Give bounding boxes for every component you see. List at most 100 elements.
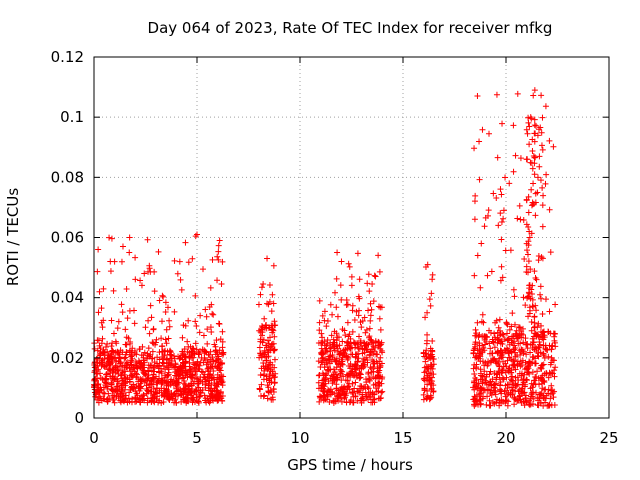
data-point <box>531 116 538 123</box>
data-point <box>261 347 268 354</box>
data-point <box>271 322 278 329</box>
data-point <box>216 321 223 328</box>
data-point <box>115 349 122 356</box>
data-point <box>267 334 274 341</box>
data-point <box>427 345 434 352</box>
data-point <box>126 234 133 241</box>
data-point <box>430 371 437 378</box>
data-point <box>370 298 377 305</box>
data-point <box>344 354 351 361</box>
axis-ticks: 0 5 10 15 20 25 0 0.02 0.04 0.06 0.08 0.1 0.12 <box>51 48 619 447</box>
data-point <box>429 276 436 283</box>
data-point <box>347 345 354 352</box>
data-point <box>472 354 479 361</box>
data-point <box>420 350 427 357</box>
data-point <box>542 180 549 187</box>
data-point <box>156 375 163 382</box>
data-point <box>369 346 376 353</box>
data-point <box>538 295 545 302</box>
data-point <box>94 382 101 389</box>
data-point <box>128 372 135 379</box>
data-point <box>545 328 552 335</box>
data-point <box>518 390 525 397</box>
data-point <box>502 369 509 376</box>
data-point <box>97 352 104 359</box>
data-point <box>151 288 158 295</box>
data-point <box>146 330 153 337</box>
data-point <box>535 344 542 351</box>
data-point <box>269 291 276 298</box>
data-point <box>174 270 181 277</box>
data-point <box>537 283 544 290</box>
data-point <box>261 315 268 322</box>
data-point <box>114 367 121 374</box>
data-point <box>423 340 430 347</box>
data-point <box>190 397 197 404</box>
data-point <box>531 122 538 129</box>
data-point <box>538 129 545 136</box>
data-point <box>212 348 219 355</box>
data-point <box>196 393 203 400</box>
data-point <box>137 380 144 387</box>
data-point <box>118 258 125 265</box>
data-point <box>321 383 328 390</box>
data-point <box>145 268 152 275</box>
data-point <box>268 341 275 348</box>
data-point <box>504 357 511 364</box>
data-point <box>341 383 348 390</box>
data-point <box>113 340 120 347</box>
data-point <box>209 310 216 317</box>
data-point <box>489 376 496 383</box>
data-point <box>165 380 172 387</box>
y-axis-label: ROTI / TECUs <box>4 188 22 286</box>
data-point <box>348 368 355 375</box>
data-point <box>98 319 105 326</box>
data-point <box>529 342 536 349</box>
data-point <box>484 362 491 369</box>
data-point <box>142 324 149 331</box>
data-point <box>530 339 537 346</box>
data-point <box>99 324 106 331</box>
data-point <box>119 309 126 316</box>
data-point <box>376 268 383 275</box>
data-point <box>330 397 337 404</box>
data-point <box>471 145 478 152</box>
data-point <box>528 380 535 387</box>
data-point <box>189 396 196 403</box>
data-point <box>189 255 196 262</box>
data-point <box>269 340 276 347</box>
data-point <box>486 402 493 409</box>
data-point <box>200 266 207 273</box>
data-point <box>156 297 163 304</box>
data-point <box>471 401 478 408</box>
data-point <box>526 123 533 130</box>
data-point <box>525 313 532 320</box>
data-point <box>175 384 182 391</box>
data-point <box>184 374 191 381</box>
data-point <box>122 326 129 333</box>
data-point <box>534 368 541 375</box>
data-point <box>158 381 165 388</box>
data-point <box>146 265 153 272</box>
data-point <box>92 393 99 400</box>
data-point <box>339 326 346 333</box>
data-point <box>472 332 479 339</box>
data-point <box>496 399 503 406</box>
data-point <box>177 366 184 373</box>
data-point <box>529 296 536 303</box>
data-point <box>491 344 498 351</box>
data-point <box>496 369 503 376</box>
data-point <box>530 354 537 361</box>
data-point <box>319 354 326 361</box>
data-point <box>207 284 214 291</box>
data-point <box>150 371 157 378</box>
data-point <box>159 342 166 349</box>
x-tick-label: 25 <box>599 429 618 447</box>
data-point <box>514 335 520 342</box>
data-point <box>149 339 156 346</box>
data-point <box>219 258 226 265</box>
data-point <box>349 389 356 396</box>
data-point <box>193 375 200 382</box>
data-point <box>317 393 324 400</box>
data-point <box>517 155 524 162</box>
